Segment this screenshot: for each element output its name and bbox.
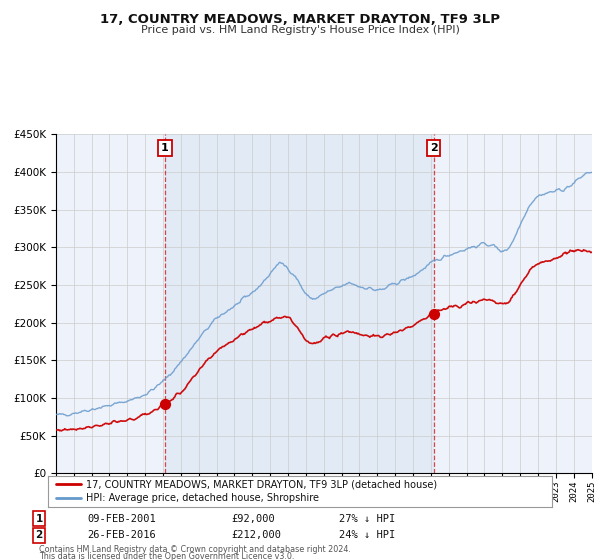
Text: 09-FEB-2001: 09-FEB-2001 (87, 514, 156, 524)
Point (160, 399, 170, 408)
Text: 2: 2 (430, 143, 437, 153)
Text: HPI: Average price, detached house, Shropshire: HPI: Average price, detached house, Shro… (86, 493, 319, 503)
Text: Price paid vs. HM Land Registry's House Price Index (HPI): Price paid vs. HM Land Registry's House … (140, 25, 460, 35)
Text: 2: 2 (35, 530, 43, 540)
Text: This data is licensed under the Open Government Licence v3.0.: This data is licensed under the Open Gov… (39, 552, 295, 560)
Text: 24% ↓ HPI: 24% ↓ HPI (339, 530, 395, 540)
Point (429, 309, 439, 318)
Text: £92,000: £92,000 (231, 514, 275, 524)
Text: 17, COUNTRY MEADOWS, MARKET DRAYTON, TF9 3LP: 17, COUNTRY MEADOWS, MARKET DRAYTON, TF9… (100, 13, 500, 26)
Text: 17, COUNTRY MEADOWS, MARKET DRAYTON, TF9 3LP (detached house): 17, COUNTRY MEADOWS, MARKET DRAYTON, TF9… (86, 479, 437, 489)
Text: Contains HM Land Registry data © Crown copyright and database right 2024.: Contains HM Land Registry data © Crown c… (39, 545, 351, 554)
Text: 27% ↓ HPI: 27% ↓ HPI (339, 514, 395, 524)
Text: 26-FEB-2016: 26-FEB-2016 (87, 530, 156, 540)
Text: 1: 1 (161, 143, 169, 153)
Text: 1: 1 (35, 514, 43, 524)
Text: £212,000: £212,000 (231, 530, 281, 540)
Bar (165, 134, 434, 473)
